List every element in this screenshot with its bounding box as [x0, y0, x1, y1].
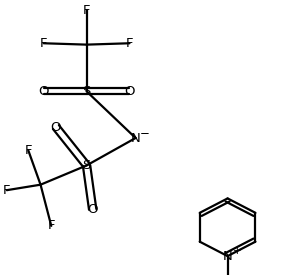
Text: N: N	[131, 131, 140, 145]
Text: F: F	[25, 144, 32, 157]
Text: N: N	[223, 250, 233, 262]
Text: F: F	[126, 37, 133, 50]
Text: F: F	[40, 37, 47, 50]
Text: O: O	[38, 85, 49, 98]
Text: S: S	[82, 85, 91, 98]
Text: +: +	[233, 246, 241, 256]
Text: O: O	[124, 85, 135, 98]
Text: F: F	[47, 219, 55, 232]
Text: F: F	[83, 4, 90, 17]
Text: S: S	[82, 159, 91, 172]
Text: O: O	[51, 121, 61, 134]
Text: F: F	[3, 184, 10, 197]
Text: −: −	[139, 127, 149, 140]
Text: O: O	[87, 203, 98, 216]
